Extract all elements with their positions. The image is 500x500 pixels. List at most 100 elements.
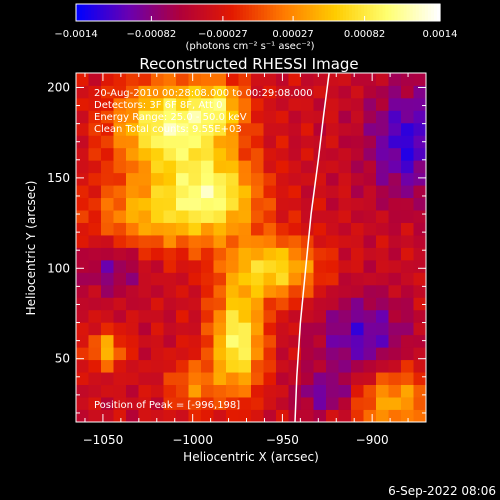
colorbar-frame — [75, 3, 441, 22]
heatmap-pixel — [126, 147, 139, 161]
colorbar-segment — [427, 4, 432, 21]
heatmap-pixel — [88, 384, 102, 398]
colorbar-segment — [230, 4, 235, 21]
heatmap-pixel — [326, 210, 339, 223]
heatmap-pixel — [138, 197, 152, 211]
heatmap-pixel — [301, 272, 314, 286]
heatmap-pixel — [138, 247, 152, 261]
heatmap-pixel — [413, 372, 426, 386]
heatmap-pixel — [363, 110, 377, 124]
heatmap-pixel — [263, 147, 277, 161]
heatmap-pixel — [251, 185, 264, 199]
colorbar-tick-label: 0.00027 — [272, 29, 313, 40]
colorbar-segment — [200, 4, 204, 21]
heatmap-pixel — [188, 85, 202, 99]
heatmap-pixel — [326, 172, 339, 186]
heatmap-pixel — [413, 185, 426, 199]
heatmap-pixel — [176, 247, 189, 261]
heatmap-pixel — [338, 122, 352, 136]
heatmap-pixel — [313, 197, 327, 211]
heatmap-pixel — [376, 334, 389, 348]
heatmap-pixel — [351, 85, 364, 99]
heatmap-pixel — [163, 122, 177, 136]
heatmap-pixel — [276, 122, 289, 136]
colorbar-segment — [406, 4, 411, 21]
colorbar-segment — [433, 4, 438, 21]
heatmap-pixel — [376, 272, 389, 286]
heatmap-pixel — [251, 247, 264, 261]
heatmap-pixel — [363, 259, 377, 273]
colorbar-segment — [206, 4, 211, 21]
heatmap-pixel — [401, 359, 414, 373]
heatmap-pixel — [313, 272, 327, 286]
colorbar-segment — [361, 4, 365, 21]
heatmap-pixel — [213, 259, 227, 273]
heatmap-pixel — [363, 322, 377, 336]
heatmap-pixel — [76, 235, 89, 248]
colorbar-segment — [254, 4, 259, 21]
colorbar-segment — [336, 4, 341, 21]
heatmap-pixel — [388, 85, 402, 99]
heatmap-pixel — [276, 272, 289, 286]
heatmap-pixel — [338, 210, 352, 223]
heatmap-pixel — [163, 147, 177, 161]
heatmap-pixel — [313, 284, 327, 298]
heatmap-pixel — [126, 135, 139, 149]
heatmap-pixel — [388, 272, 402, 286]
colorbar-segment — [318, 4, 323, 21]
heatmap-pixel — [176, 110, 189, 124]
heatmap-pixel — [326, 297, 339, 311]
colorbar-segment — [157, 4, 162, 21]
heatmap-pixel — [413, 359, 426, 373]
heatmap-pixel — [263, 372, 277, 386]
heatmap-pixel — [113, 397, 127, 410]
heatmap-pixel — [113, 322, 127, 336]
heatmap-pixel — [388, 247, 402, 261]
colorbar-segment — [82, 4, 86, 21]
heatmap-pixel — [276, 160, 289, 174]
heatmap-pixel — [226, 85, 239, 99]
heatmap-pixel — [101, 409, 114, 422]
heatmap-pixel — [138, 272, 152, 286]
colorbar-segment — [248, 4, 253, 21]
heatmap-pixel — [88, 147, 102, 161]
heatmap-pixel — [113, 85, 127, 99]
heatmap-pixel — [413, 110, 426, 124]
heatmap-pixel — [301, 347, 314, 361]
colorbar-segment — [236, 4, 241, 21]
heatmap-pixel — [126, 235, 139, 248]
heatmap-pixel — [276, 322, 289, 336]
heatmap-pixel — [276, 147, 289, 161]
heatmap-pixel — [263, 85, 277, 99]
heatmap-pixel — [326, 247, 339, 261]
heatmap-pixel — [88, 172, 102, 186]
heatmap-pixel — [188, 160, 202, 174]
heatmap-pixel — [288, 110, 302, 124]
heatmap-pixel — [163, 97, 177, 111]
heatmap-pixel — [226, 122, 239, 136]
colorbar-segment — [285, 4, 289, 21]
heatmap-pixel — [226, 147, 239, 161]
heatmap-pixel — [151, 297, 164, 311]
heatmap-pixel — [413, 160, 426, 174]
heatmap-pixel — [413, 397, 426, 410]
heatmap-pixel — [326, 97, 339, 111]
heatmap-pixel — [363, 372, 377, 386]
heatmap-pixel — [388, 397, 402, 410]
heatmap-pixel — [226, 397, 239, 410]
heatmap-pixel — [351, 259, 364, 273]
heatmap-pixel — [238, 135, 252, 149]
heatmap-pixel — [88, 372, 102, 386]
heatmap-pixel — [251, 322, 264, 336]
heatmap-pixel — [201, 309, 214, 323]
colorbar-segment — [251, 4, 256, 21]
heatmap-pixel — [238, 160, 252, 174]
heatmap-pixel — [401, 372, 414, 386]
heatmap-pixel — [351, 222, 364, 236]
heatmap-pixel — [276, 185, 289, 199]
colorbar-segment — [385, 4, 390, 21]
heatmap-pixel — [176, 397, 189, 410]
heatmap-pixel — [151, 235, 164, 248]
heatmap-pixel — [88, 222, 102, 236]
heatmap-pixel — [263, 259, 277, 273]
